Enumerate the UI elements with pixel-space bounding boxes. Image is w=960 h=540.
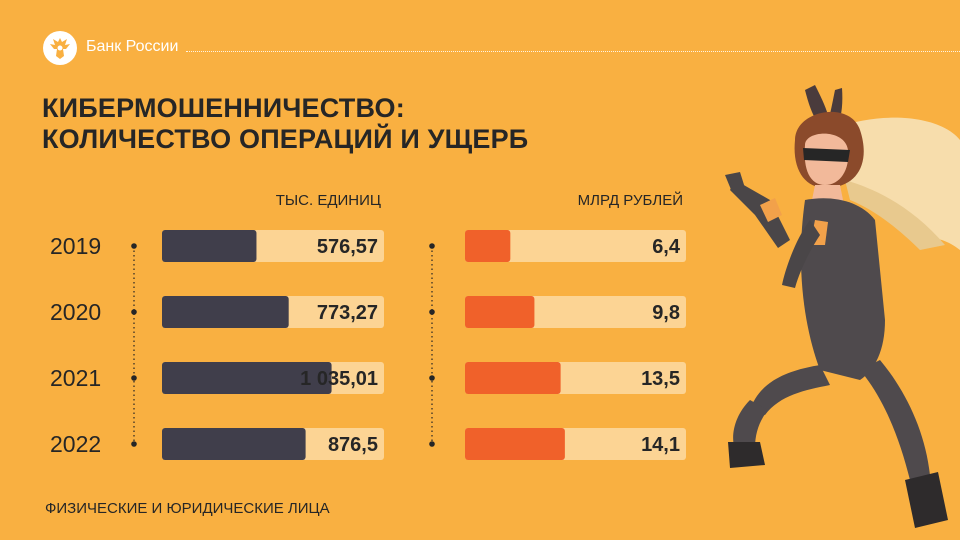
operations-timeline-dot-2022	[131, 441, 137, 447]
double-headed-eagle-icon	[43, 31, 77, 65]
header-divider	[186, 51, 960, 52]
damage-bar-2021	[465, 362, 561, 394]
damage-value-label-2020: 9,8	[652, 302, 680, 324]
operations-value-label-2021: 1 035,01	[300, 368, 378, 390]
masked-thief-woman-illustration	[725, 85, 960, 528]
damage-timeline-dot-2019	[429, 243, 435, 249]
operations-timeline-dot-2019	[131, 243, 137, 249]
year-label-2019: 2019	[50, 233, 101, 259]
damage-value-label-2021: 13,5	[641, 368, 680, 390]
title-line-1: КИБЕРМОШЕННИЧЕСТВО:	[42, 93, 405, 123]
brand-name: Банк России	[86, 38, 179, 55]
damage-unit-label: МЛРД РУБЛЕЙ	[577, 192, 683, 209]
operations-value-label-2022: 876,5	[328, 434, 378, 456]
operations-bar-2021	[162, 362, 332, 394]
damage-value-label-2019: 6,4	[652, 236, 681, 258]
damage-timeline-dot-2020	[429, 309, 435, 315]
damage-value-label-2022: 14,1	[641, 434, 680, 456]
operations-value-label-2020: 773,27	[317, 302, 378, 324]
operations-bar-2020	[162, 296, 289, 328]
title-line-2: КОЛИЧЕСТВО ОПЕРАЦИЙ И УЩЕРБ	[42, 124, 529, 154]
operations-bar-2022	[162, 428, 306, 460]
year-label-2022: 2022	[50, 431, 101, 457]
operations-value-label-2019: 576,57	[317, 236, 378, 258]
damage-bar-track-2019	[465, 230, 686, 262]
page-title: КИБЕРМОШЕННИЧЕСТВО: КОЛИЧЕСТВО ОПЕРАЦИЙ …	[42, 93, 528, 155]
damage-timeline-dot-2022	[429, 441, 435, 447]
operations-timeline-dot-2021	[131, 375, 137, 381]
year-label-2020: 2020	[50, 299, 101, 325]
operations-bar-2019	[162, 230, 257, 262]
operations-unit-label: ТЫС. ЕДИНИЦ	[275, 192, 381, 209]
year-label-2021: 2021	[50, 365, 101, 391]
operations-timeline-dot-2020	[131, 309, 137, 315]
damage-bar-2019	[465, 230, 511, 262]
damage-bar-2022	[465, 428, 565, 460]
damage-timeline-dot-2021	[429, 375, 435, 381]
damage-bar-2020	[465, 296, 535, 328]
footnote: ФИЗИЧЕСКИЕ И ЮРИДИЧЕСКИЕ ЛИЦА	[45, 500, 330, 517]
